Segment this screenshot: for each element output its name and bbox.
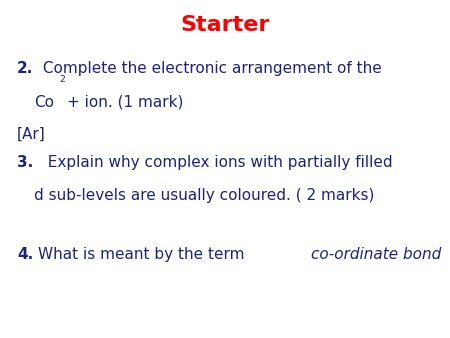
Text: 4.: 4. xyxy=(17,247,33,262)
Text: What is meant by the term: What is meant by the term xyxy=(38,247,249,262)
Text: co-ordinate bond: co-ordinate bond xyxy=(311,247,441,262)
Text: + ion. (1 mark): + ion. (1 mark) xyxy=(67,95,184,110)
Text: 2: 2 xyxy=(59,75,65,84)
Text: Co: Co xyxy=(34,95,54,110)
Text: Complete the electronic arrangement of the: Complete the electronic arrangement of t… xyxy=(38,61,382,76)
Text: 3.: 3. xyxy=(17,155,33,170)
Text: Explain why complex ions with partially filled: Explain why complex ions with partially … xyxy=(38,155,393,170)
Text: 2.: 2. xyxy=(17,61,33,76)
Text: Starter: Starter xyxy=(180,15,270,35)
Text: [Ar]: [Ar] xyxy=(17,127,46,142)
Text: d sub-levels are usually coloured. ( 2 marks): d sub-levels are usually coloured. ( 2 m… xyxy=(34,188,374,202)
